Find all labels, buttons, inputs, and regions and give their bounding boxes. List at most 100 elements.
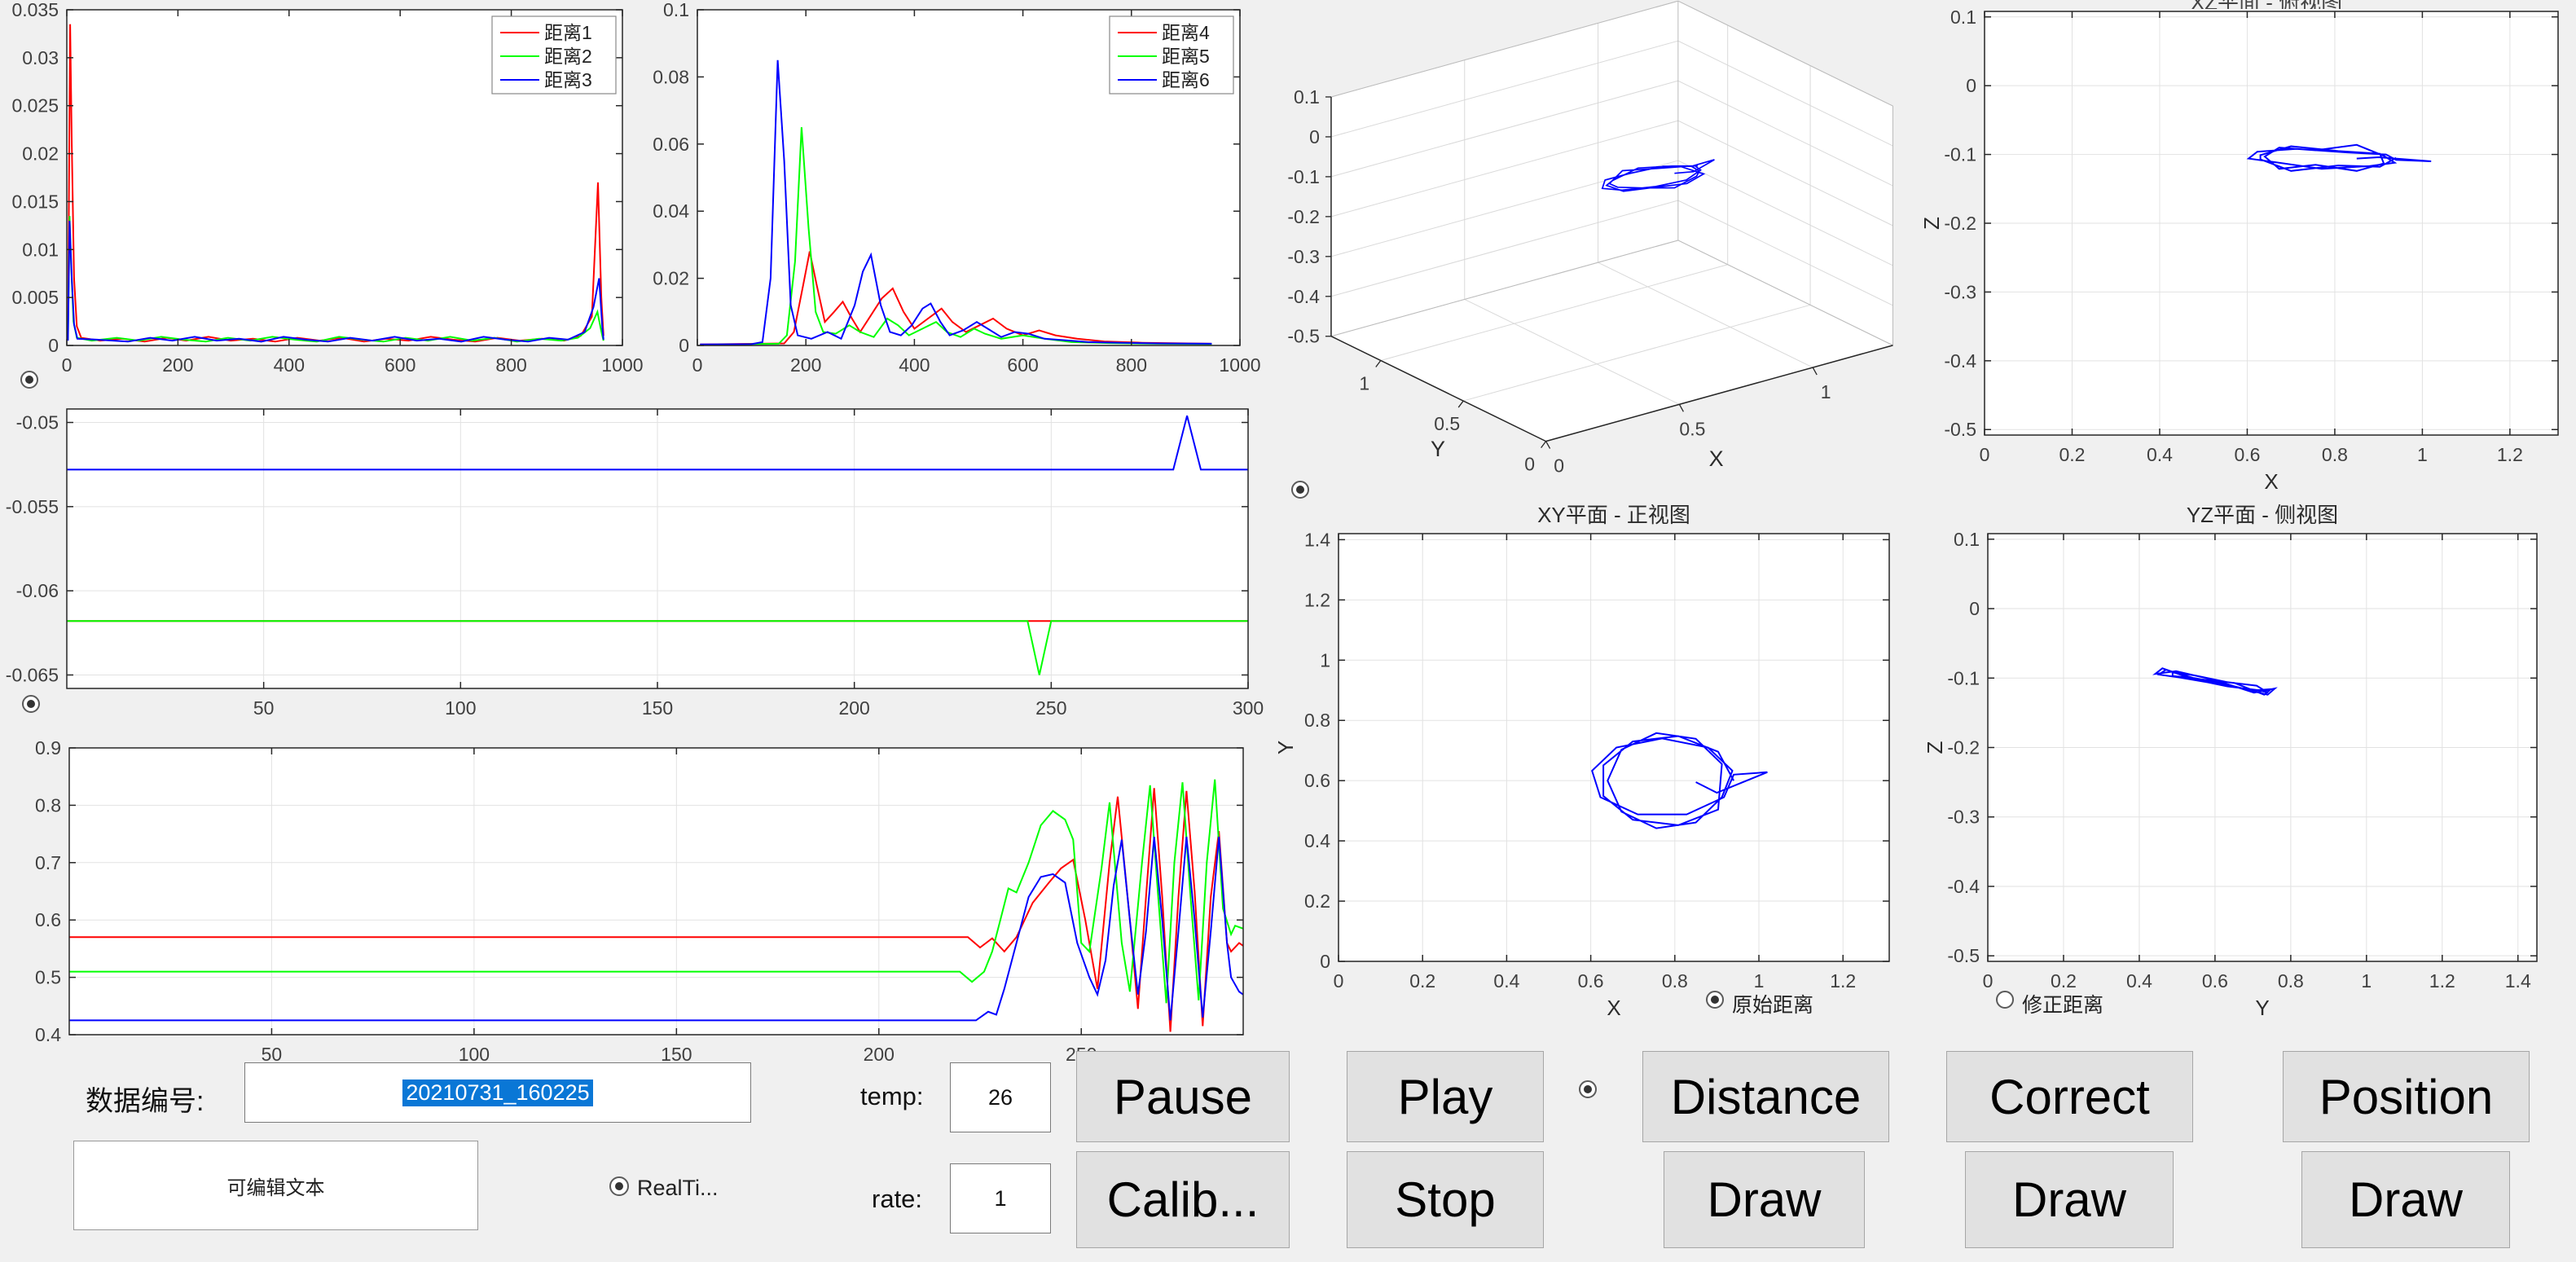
svg-text:100: 100 (459, 1044, 490, 1065)
svg-text:150: 150 (661, 1044, 692, 1065)
svg-text:X: X (2264, 469, 2278, 494)
svg-text:1.2: 1.2 (1304, 589, 1330, 610)
svg-text:0.1: 0.1 (1950, 7, 1976, 28)
correct-button[interactable]: Correct (1946, 1051, 2193, 1142)
svg-text:-0.2: -0.2 (1287, 206, 1320, 227)
svg-text:0.08: 0.08 (653, 66, 689, 87)
svg-text:0.2: 0.2 (2051, 970, 2077, 992)
svg-text:0: 0 (1966, 75, 1976, 96)
calibrate-button[interactable]: Calib... (1076, 1151, 1290, 1248)
svg-text:0: 0 (1320, 951, 1330, 972)
play-button[interactable]: Play (1347, 1051, 1544, 1142)
svg-text:Y: Y (2255, 996, 2269, 1020)
svg-text:0.1: 0.1 (1954, 529, 1980, 550)
svg-text:150: 150 (642, 697, 673, 719)
svg-text:0.4: 0.4 (1493, 970, 1519, 992)
radio-realtime[interactable] (609, 1176, 629, 1196)
plot-yz-side-view: 0 0.2 0.4 0.6 0.8 1 1.2 1.4 -0.5 -0.4 -0.3 -0.2 -0.1… (1914, 501, 2576, 1027)
svg-text:Y: Y (1431, 437, 1445, 461)
svg-text:0.2: 0.2 (2059, 444, 2085, 465)
svg-text:800: 800 (1116, 354, 1147, 376)
radio-plot-offsets[interactable] (22, 695, 40, 713)
svg-text:-0.2: -0.2 (1947, 737, 1980, 759)
radio-plot-dist13[interactable] (20, 371, 38, 389)
rate-field[interactable]: 1 (950, 1163, 1051, 1233)
svg-text:0.4: 0.4 (2147, 444, 2173, 465)
svg-text:0.1: 0.1 (663, 0, 689, 20)
dist46-canvas: 0 200 400 600 800 1000 0 0.02 0.04 0.06 0.08 0.1 距离4… (653, 0, 1260, 376)
svg-text:0.02: 0.02 (22, 143, 59, 165)
svg-text:0: 0 (1309, 126, 1320, 147)
svg-text:400: 400 (274, 354, 305, 376)
realtime-label: RealTi... (637, 1176, 719, 1200)
dist13-canvas: 0 200 400 600 800 1000 0 0.005 0.01 0.015 0.02 0.02… (11, 0, 643, 376)
svg-text:800: 800 (495, 354, 526, 376)
svg-text:250: 250 (1035, 697, 1066, 719)
radio-plot-3d[interactable] (1291, 481, 1309, 499)
svg-text:0.03: 0.03 (22, 47, 59, 68)
svg-text:0.015: 0.015 (11, 191, 59, 212)
svg-text:0.4: 0.4 (1304, 830, 1330, 851)
radio-original-distance[interactable] (1706, 991, 1724, 1009)
svg-text:0: 0 (48, 335, 59, 356)
svg-text:-0.055: -0.055 (6, 496, 59, 517)
plot-xy-front-view: 0 0.2 0.4 0.6 0.8 1 1.2 0 0.2 0.4 0.6 0.8 1 1.2 1.4 XY平… (1271, 501, 1906, 1027)
svg-text:0.4: 0.4 (35, 1024, 61, 1045)
sideview-canvas: 0 0.2 0.4 0.6 0.8 1 1.2 1.4 -0.5 -0.4 -0.3 -0.2 -0.1… (1923, 503, 2538, 1020)
svg-text:100: 100 (445, 697, 476, 719)
svg-text:0.6: 0.6 (2234, 444, 2260, 465)
svg-text:-0.5: -0.5 (1947, 945, 1980, 966)
frontview-canvas: 0 0.2 0.4 0.6 0.8 1 1.2 0 0.2 0.4 0.6 0.8 1 1.2 1.4 XY平… (1273, 503, 1890, 1020)
svg-text:300: 300 (1233, 697, 1264, 719)
svg-text:1: 1 (1754, 970, 1765, 992)
svg-text:50: 50 (253, 697, 275, 719)
svg-text:0: 0 (1524, 454, 1535, 475)
svg-text:距离4: 距离4 (1162, 22, 1210, 43)
svg-text:0.5: 0.5 (1679, 418, 1705, 439)
svg-text:0.04: 0.04 (653, 200, 689, 222)
svg-text:0.9: 0.9 (35, 737, 61, 759)
data-id-label: 数据编号: (86, 1086, 204, 1117)
pause-button[interactable]: Pause (1076, 1051, 1290, 1142)
svg-text:距离3: 距离3 (544, 69, 592, 90)
temp-field[interactable]: 26 (950, 1062, 1051, 1132)
draw-button-2[interactable]: Draw (1965, 1151, 2174, 1248)
stop-button[interactable]: Stop (1347, 1151, 1544, 1248)
draw-button-1[interactable]: Draw (1664, 1151, 1865, 1248)
corrected-distance-label: 修正距离 (2022, 994, 2104, 1017)
svg-text:-0.1: -0.1 (1944, 144, 1976, 165)
svg-text:距离6: 距离6 (1162, 69, 1210, 90)
svg-text:-0.5: -0.5 (1944, 419, 1976, 440)
svg-text:0.8: 0.8 (2322, 444, 2348, 465)
svg-text:X: X (1709, 446, 1724, 471)
svg-text:0.6: 0.6 (2202, 970, 2228, 992)
svg-text:-0.3: -0.3 (1287, 246, 1320, 267)
svg-text:1000: 1000 (1219, 354, 1260, 376)
svg-text:200: 200 (864, 1044, 895, 1065)
data-id-field[interactable]: 20210731_160225 (244, 1062, 751, 1123)
svg-text:1: 1 (2361, 970, 2372, 992)
radio-corrected-distance[interactable] (1996, 991, 2014, 1009)
plot-distances-4-6: 0 200 400 600 800 1000 0 0.02 0.04 0.06 0.08 0.1 距离4… (645, 0, 1273, 383)
svg-text:Y: Y (1273, 741, 1298, 754)
position-button[interactable]: Position (2283, 1051, 2530, 1142)
svg-text:1.2: 1.2 (1830, 970, 1856, 992)
editable-text-box[interactable]: 可编辑文本 (73, 1141, 478, 1230)
radio-distance-mode[interactable] (1579, 1080, 1597, 1098)
svg-text:0.5: 0.5 (1434, 413, 1460, 434)
draw-button-3[interactable]: Draw (2301, 1151, 2510, 1248)
svg-text:0.8: 0.8 (1662, 970, 1688, 992)
plot-offset-lines: 50 100 150 200 250 300 -0.065 -0.06 -0.055 -0.05 (0, 383, 1273, 733)
svg-text:1.2: 1.2 (2429, 970, 2455, 992)
svg-text:-0.5: -0.5 (1287, 326, 1320, 347)
svg-text:0: 0 (1983, 970, 1994, 992)
distance-button[interactable]: Distance (1642, 1051, 1889, 1142)
svg-text:0.2: 0.2 (1409, 970, 1435, 992)
svg-text:600: 600 (385, 354, 415, 376)
svg-text:200: 200 (790, 354, 821, 376)
svg-text:600: 600 (1007, 354, 1038, 376)
svg-text:-0.1: -0.1 (1287, 166, 1320, 187)
svg-text:-0.1: -0.1 (1947, 667, 1980, 688)
svg-text:1.2: 1.2 (2497, 444, 2523, 465)
